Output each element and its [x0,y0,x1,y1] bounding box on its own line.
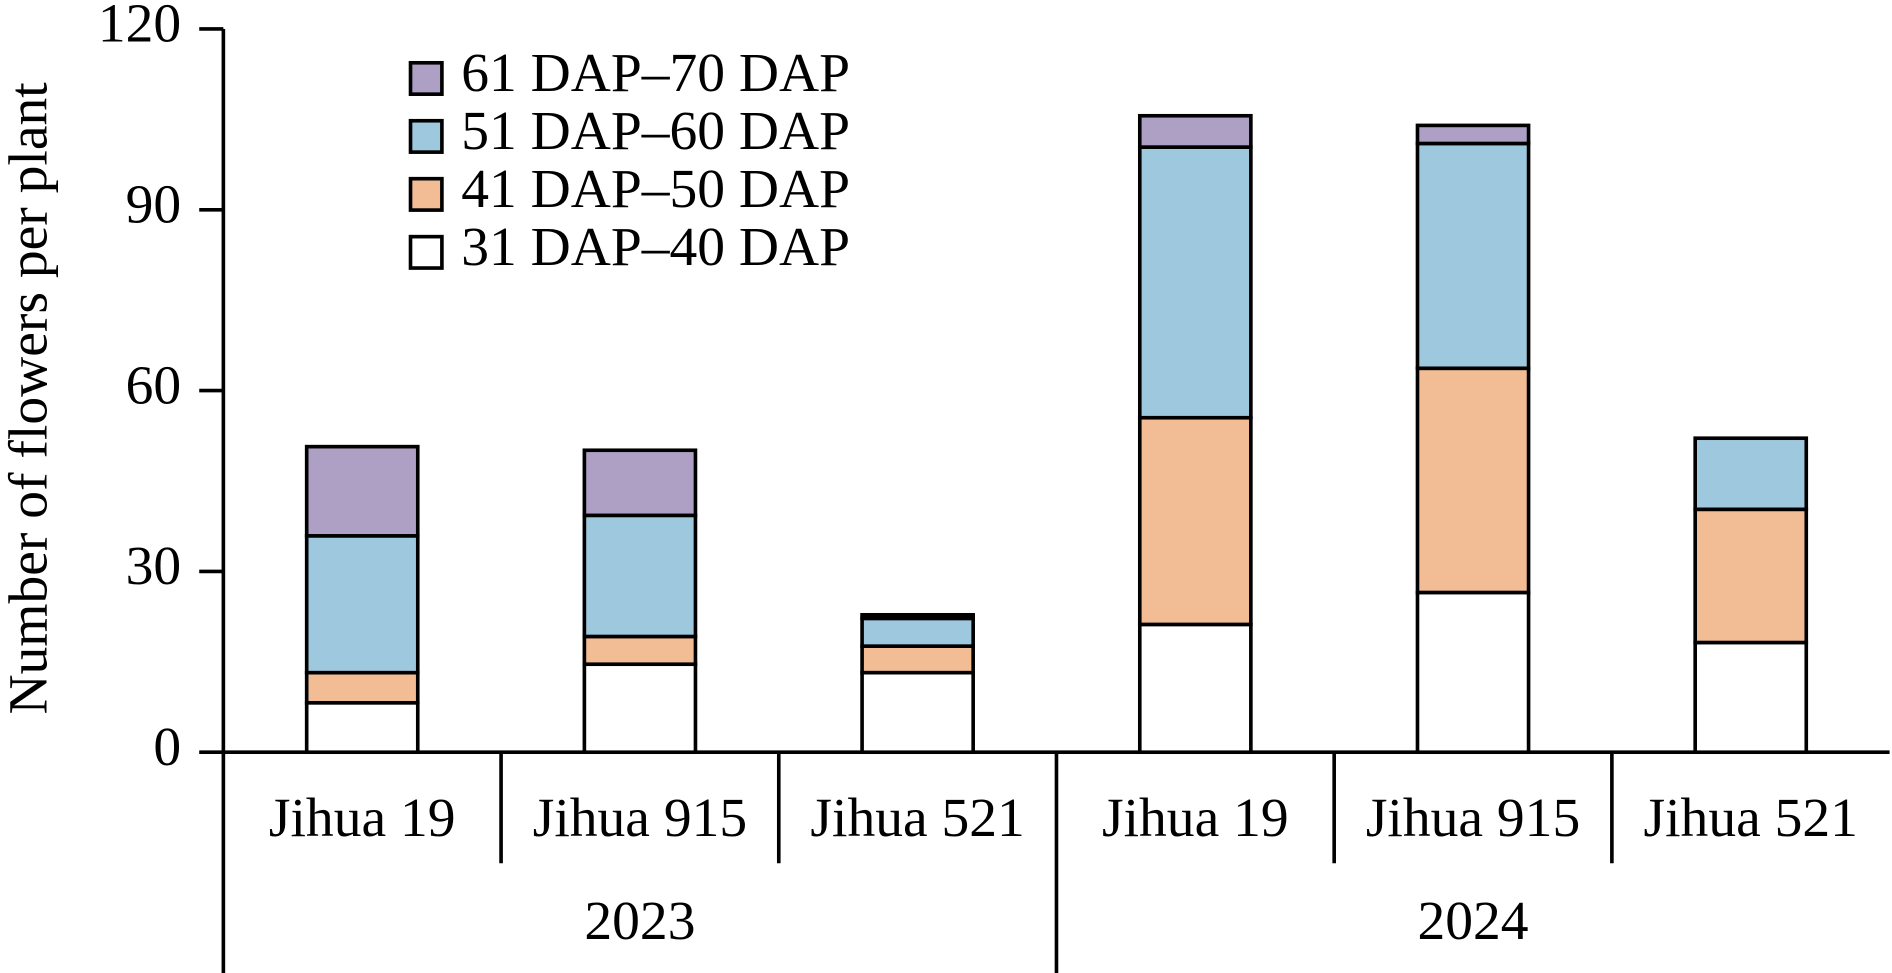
bar-segment [860,616,975,648]
y-tick-label: 30 [126,536,182,597]
bar-segment [304,670,420,705]
bar-segment [1137,145,1253,420]
group-label: 2024 [1417,891,1528,952]
bar-segment [1415,590,1531,755]
bar-segment [860,644,975,675]
legend-swatch [408,176,444,212]
x-tick-label: Jihua 915 [1366,788,1580,849]
bar-segment [304,700,420,755]
bar-segment [1137,622,1253,755]
bar-segment [582,634,698,667]
bar-segment [1415,366,1531,595]
bar-segment [582,662,698,755]
x-tick-label: Jihua 521 [810,788,1024,849]
x-tick-label: Jihua 521 [1644,788,1858,849]
bar-segment [1415,123,1531,146]
x-tick-label: Jihua 19 [1102,788,1289,849]
bar-segment [582,513,698,639]
y-tick-label: 90 [126,175,182,236]
bar-segment [860,612,975,621]
x-tick-label: Jihua 19 [269,788,456,849]
bar-segment [304,444,420,538]
group-label: 2023 [584,891,695,952]
bar-segment [1693,640,1809,755]
legend-swatch [408,118,444,154]
bar-segment [582,448,698,518]
bar-segment [304,534,420,675]
bar-segment [1137,415,1253,627]
bar-segment [860,670,975,755]
legend-label: 61 DAP–70 DAP [461,43,850,104]
legend-swatch [408,234,444,270]
y-tick-label: 0 [153,717,181,778]
bar-segment [1693,507,1809,645]
legend-label: 51 DAP–60 DAP [461,101,850,162]
bar-segment [1415,141,1531,371]
legend-label: 41 DAP–50 DAP [461,159,850,220]
y-tick-label: 60 [126,355,182,416]
bar-segment [1693,436,1809,512]
y-tick-label: 120 [98,0,181,55]
x-tick-label: Jihua 915 [533,788,747,849]
legend-label: 31 DAP–40 DAP [461,217,850,278]
legend-swatch [408,60,444,96]
y-axis-title: Number of flowers per plant [0,82,60,715]
bar-segment [1137,113,1253,149]
